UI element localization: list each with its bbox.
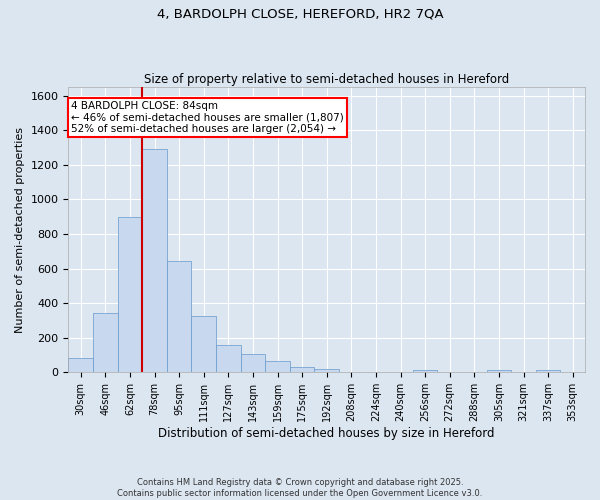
Bar	[68, 358, 93, 372]
Text: Contains HM Land Registry data © Crown copyright and database right 2025.
Contai: Contains HM Land Registry data © Crown c…	[118, 478, 482, 498]
X-axis label: Distribution of semi-detached houses by size in Hereford: Distribution of semi-detached houses by …	[158, 427, 495, 440]
Bar	[118, 216, 142, 372]
Bar	[290, 367, 314, 372]
Bar	[167, 261, 191, 372]
Bar	[487, 370, 511, 372]
Bar	[191, 316, 216, 372]
Y-axis label: Number of semi-detached properties: Number of semi-detached properties	[15, 126, 25, 332]
Bar	[93, 314, 118, 372]
Bar	[314, 369, 339, 372]
Bar	[413, 370, 437, 372]
Text: 4 BARDOLPH CLOSE: 84sqm
← 46% of semi-detached houses are smaller (1,807)
52% of: 4 BARDOLPH CLOSE: 84sqm ← 46% of semi-de…	[71, 101, 344, 134]
Bar	[265, 361, 290, 372]
Text: 4, BARDOLPH CLOSE, HEREFORD, HR2 7QA: 4, BARDOLPH CLOSE, HEREFORD, HR2 7QA	[157, 8, 443, 20]
Title: Size of property relative to semi-detached houses in Hereford: Size of property relative to semi-detach…	[144, 73, 509, 86]
Bar	[241, 354, 265, 372]
Bar	[536, 370, 560, 372]
Bar	[216, 346, 241, 372]
Bar	[142, 150, 167, 372]
